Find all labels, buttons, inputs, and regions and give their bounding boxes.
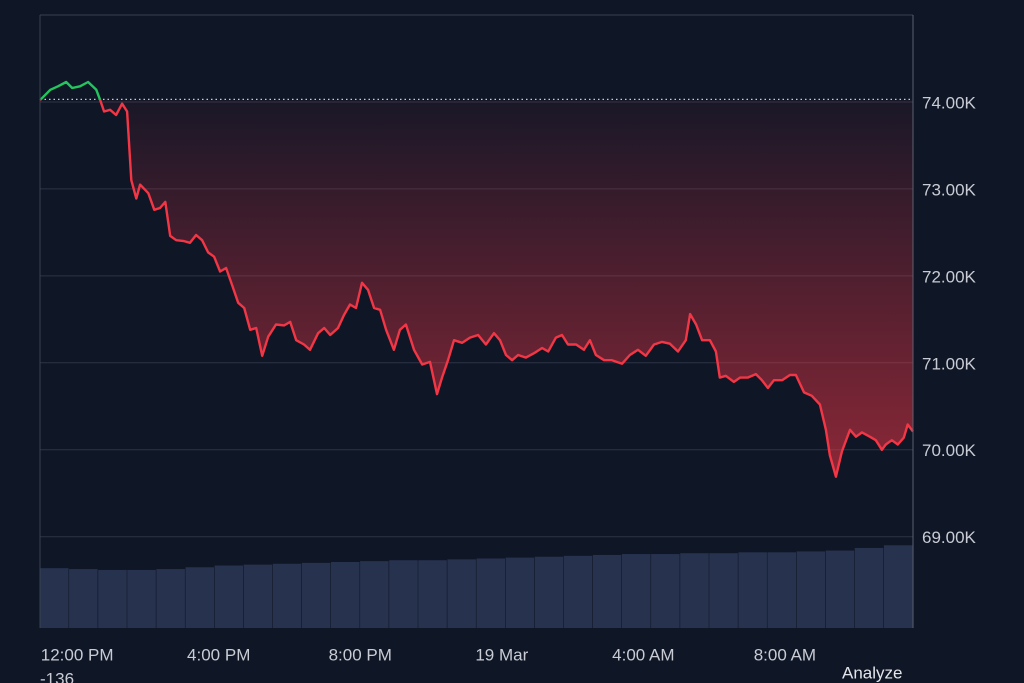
volume-bar bbox=[825, 550, 855, 628]
volume-bar bbox=[301, 562, 331, 628]
volume-bar bbox=[622, 554, 651, 628]
y-tick-label: 71.00K bbox=[922, 354, 977, 373]
volume-bar bbox=[185, 567, 214, 628]
x-tick-label: 4:00 PM bbox=[187, 645, 250, 664]
volume-bar bbox=[505, 557, 535, 628]
x-tick-label: 12:00 PM bbox=[41, 645, 114, 664]
volume-bar bbox=[854, 547, 884, 628]
area-fill bbox=[40, 99, 913, 477]
y-tick-label: 70.00K bbox=[922, 441, 977, 460]
volume-bar bbox=[534, 556, 564, 628]
volume-bar bbox=[156, 569, 185, 628]
volume-bar bbox=[738, 552, 767, 628]
volume-bar bbox=[98, 569, 127, 628]
volume-bar bbox=[331, 562, 360, 628]
y-tick-label: 74.00K bbox=[922, 93, 977, 112]
volume-bar bbox=[796, 551, 826, 628]
x-tick-label: 8:00 PM bbox=[329, 645, 392, 664]
volume-bar bbox=[243, 564, 273, 628]
volume-bar bbox=[40, 568, 69, 628]
x-tick-label: 8:00 AM bbox=[754, 645, 816, 664]
y-tick-label: 69.00K bbox=[922, 528, 977, 547]
volume-bar bbox=[389, 560, 418, 628]
volume-bar bbox=[447, 559, 476, 628]
volume-bar bbox=[476, 558, 505, 628]
footer-right[interactable]: Analyze bbox=[842, 663, 902, 682]
volume-bar bbox=[883, 545, 913, 628]
volume-bar bbox=[680, 553, 709, 628]
price-line bbox=[39, 80, 914, 478]
volume-bar bbox=[360, 561, 389, 628]
volume-bar bbox=[767, 552, 796, 628]
x-tick-label: 4:00 AM bbox=[612, 645, 674, 664]
volume-bar bbox=[592, 554, 622, 628]
volume-bar bbox=[127, 569, 156, 628]
volume-bar bbox=[563, 555, 593, 628]
volume-bar bbox=[709, 553, 738, 628]
volume-bar bbox=[272, 563, 302, 628]
y-tick-label: 72.00K bbox=[922, 267, 977, 286]
volume-bar bbox=[214, 565, 244, 628]
y-tick-label: 73.00K bbox=[922, 180, 977, 199]
volume-bar bbox=[69, 569, 98, 628]
footer-left: -136 bbox=[40, 669, 74, 683]
volume-bar bbox=[651, 554, 680, 628]
x-tick-label: 19 Mar bbox=[475, 645, 528, 664]
volume-bar bbox=[418, 560, 447, 628]
